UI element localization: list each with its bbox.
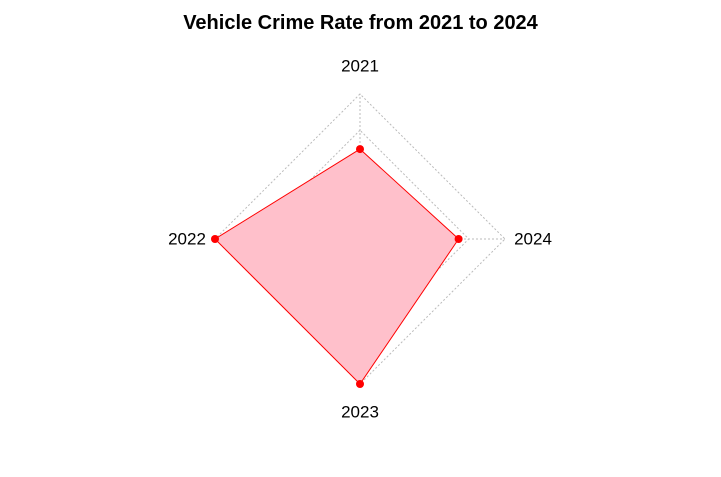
data-point (211, 235, 219, 243)
axis-label: 2024 (514, 230, 552, 249)
series-area (214, 148, 460, 385)
radar-axis-labels: 2021 2022 2023 2024 (168, 57, 552, 422)
chart-title: Vehicle Crime Rate from 2021 to 2024 (183, 12, 538, 34)
radar-series (211, 145, 463, 388)
data-point (356, 380, 364, 388)
grid-ring (214, 93, 506, 385)
axis-label: 2021 (341, 57, 379, 76)
data-point (454, 235, 463, 243)
axis-label: 2023 (341, 403, 379, 422)
axis-label: 2022 (168, 230, 206, 249)
data-point (356, 145, 364, 154)
grid-ring (250, 129, 470, 349)
